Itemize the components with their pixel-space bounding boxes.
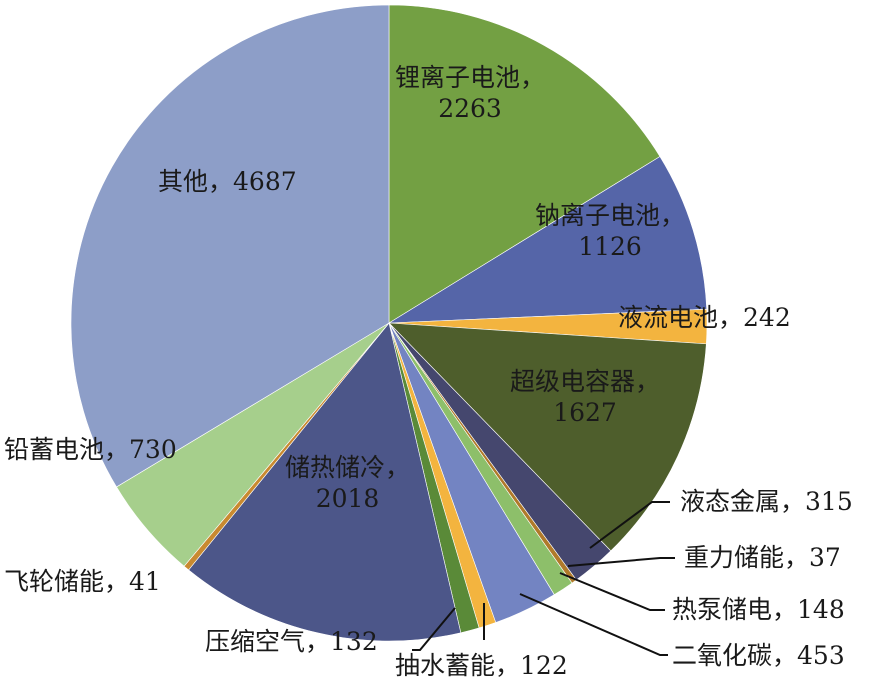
label-thermal: 储热储冷， 2018 <box>285 453 411 513</box>
leader-line-heat-pump <box>559 572 665 611</box>
leader-line-gravity <box>567 557 675 567</box>
leader-lines <box>412 501 675 656</box>
label-pumped-hydro: 抽水蓄能，122 <box>395 651 568 680</box>
label-other: 其他，4687 <box>158 167 297 196</box>
label-gravity: 重力储能，37 <box>684 543 841 572</box>
pie-slice-1 <box>387 156 708 324</box>
label-supercap: 超级电容器， 1627 <box>510 367 661 427</box>
label-liquid-metal: 液态金属，315 <box>680 487 853 516</box>
pie-slice-3 <box>388 322 707 552</box>
label-li-ion: 锂离子电池， 2263 <box>395 63 546 123</box>
pie-slice-13 <box>70 4 390 488</box>
leader-line-compressed-air <box>412 607 456 651</box>
label-heat-pump: 热泵储电，148 <box>672 595 845 624</box>
label-co2: 二氧化碳，453 <box>672 641 845 670</box>
label-na-ion: 钠离子电池， 1126 <box>535 201 686 261</box>
label-compressed-air: 压缩空气，132 <box>205 627 378 656</box>
pie-slice-0 <box>388 4 661 324</box>
label-flywheel: 飞轮储能，41 <box>4 567 161 596</box>
leader-line-liquid-metal <box>589 501 670 549</box>
label-lead-acid: 铅蓄电池，730 <box>4 435 177 464</box>
pie-slice-10 <box>188 322 462 642</box>
leader-line-co2 <box>519 593 668 656</box>
label-flow: 液流电池，242 <box>618 303 791 332</box>
